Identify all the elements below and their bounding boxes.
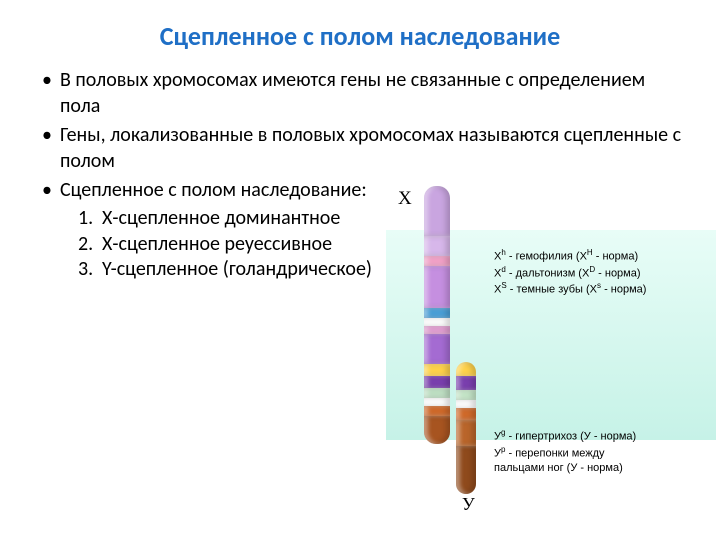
chromosome-band xyxy=(456,376,476,390)
x-legend: Xh - гемофилия (XH - норма)Xd - дальтони… xyxy=(494,248,646,298)
chromosome-band xyxy=(456,420,476,446)
legend-line: XS - темные зубы (Xs - норма) xyxy=(494,281,646,298)
chromosome-band xyxy=(424,308,450,318)
chromosome-band xyxy=(424,266,450,308)
x-chromosome-label: X xyxy=(398,188,412,210)
bullet-text: Сцепленное с полом наследование: xyxy=(60,178,367,202)
y-legend: Уg - гипертрихоз (У - норма)Уp - перепон… xyxy=(494,428,636,476)
page-title: Сцепленное с полом наследование xyxy=(0,0,720,68)
y-chromosome-label: У xyxy=(462,494,475,515)
x-chromosome xyxy=(424,186,450,444)
chromosome-band xyxy=(424,186,450,236)
chromosome-band xyxy=(456,446,476,494)
chromosome-band xyxy=(456,400,476,408)
chromosome-band xyxy=(424,376,450,388)
bullet-item: Гены, локализованные в половых хромосома… xyxy=(36,123,684,174)
chromosome-band xyxy=(456,390,476,400)
chromosome-band xyxy=(456,408,476,420)
chromosome-band xyxy=(424,326,450,334)
bullet-item: В половых хромосомах имеются гены не свя… xyxy=(36,68,684,119)
chromosome-band xyxy=(424,388,450,398)
legend-line: Уp - перепонки между xyxy=(494,445,636,462)
y-chromosome xyxy=(456,362,476,494)
legend-line: Xd - дальтонизм (XD - норма) xyxy=(494,265,646,282)
chromosome-band xyxy=(424,318,450,326)
chromosome-band xyxy=(424,406,450,416)
chromosome-diagram: X У Xh - гемофилия (XH - норма)Xd - даль… xyxy=(386,186,716,536)
chromosome-band xyxy=(424,364,450,376)
chromosome-band xyxy=(424,398,450,406)
legend-line: Уg - гипертрихоз (У - норма) xyxy=(494,428,636,445)
chromosome-band xyxy=(424,236,450,256)
legend-line: Xh - гемофилия (XH - норма) xyxy=(494,248,646,265)
chromosome-band xyxy=(456,362,476,376)
legend-line: пальцами ног (У - норма) xyxy=(494,461,636,476)
chromosome-band xyxy=(424,256,450,266)
chromosome-band xyxy=(424,334,450,364)
chromosome-band xyxy=(424,416,450,444)
